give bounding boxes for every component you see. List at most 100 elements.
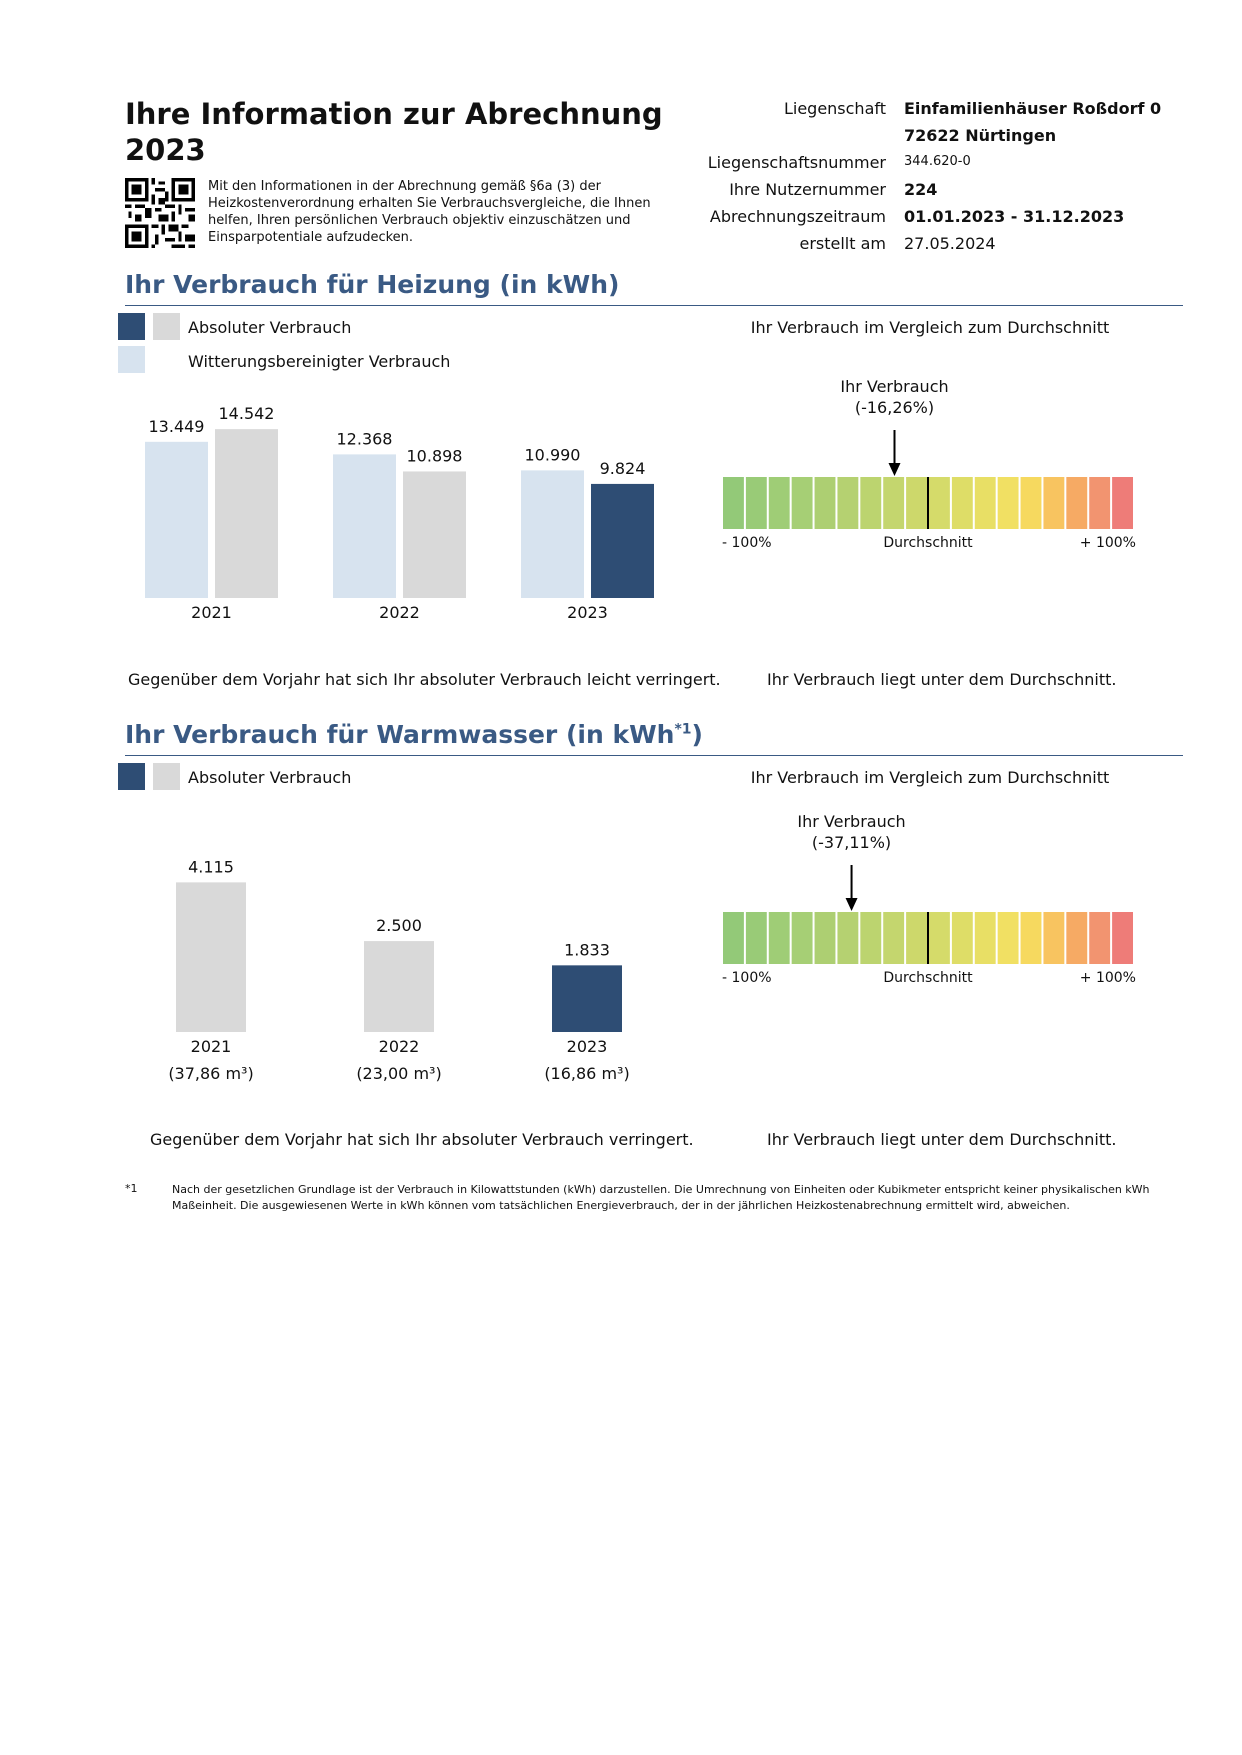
heating-gauge-segment [791,477,813,529]
water-gauge-segment [1112,912,1133,964]
heating-bar-2022-weather [333,454,396,598]
water-gauge-marker-label: Ihr Verbrauch [797,812,905,831]
heating-gauge-segment [745,477,767,529]
heating-bar-2023-absolute [591,483,654,598]
liegenschaftsnummer-label: Liegenschaftsnummer [707,153,886,172]
heating-legend-absolute: Absoluter Verbrauch [188,318,352,337]
water-gauge-segment [860,912,882,964]
heating-gauge-segment [1112,477,1133,529]
heating-gauge-mid-label: Durchschnitt [883,535,973,550]
water-gauge-min-label: - 100% [722,970,772,985]
erstellt-label: erstellt am [799,234,886,253]
heating-gauge-segment [768,477,790,529]
nutzernummer-label: Ihre Nutzernummer [729,180,886,199]
heating-compare-title: Ihr Verbrauch im Vergleich zum Durchschn… [750,318,1110,337]
heating-bar-2021-weather [145,441,208,598]
legend-swatch-weather [118,346,145,373]
heating-gauge-arrow-head [888,463,901,476]
water-category-label: 2021 [191,1037,232,1056]
heating-gauge-segment [814,477,836,529]
heating-gauge-segment [1066,477,1088,529]
liegenschaft-value: Einfamilienhäuser Roßdorf 0 [904,99,1162,118]
page-title: Ihre Information zur Abrechnung 2023 [125,96,685,168]
water-bar-2022 [364,941,434,1032]
heating-bar-chart: 13.449 14.542 2021 12.368 10.898 2022 10.990 9.… [115,380,685,644]
water-gauge-segment [1089,912,1111,964]
water-divider [125,755,1183,756]
water-title-text: Ihr Verbrauch für Warmwasser (in kWh [125,720,675,749]
heating-gauge-segment [883,477,905,529]
heating-gauge-segment [1043,477,1065,529]
abrechnungszeitraum-label: Abrechnungszeitraum [709,207,886,226]
water-category-label: 2022 [379,1037,420,1056]
water-legend-swatch-absolute [153,763,180,790]
heating-divider [125,305,1183,306]
legend-swatch-absolute [153,313,180,340]
water-bar-chart: 4.115 2021 (37,86 m³) 2.500 2022 (23,00 m³) 1.… [115,850,685,1094]
page-title-line1: Ihre Information zur Abrechnung [125,97,663,131]
heating-category-label: 2022 [379,603,420,622]
water-gauge-segment [837,912,859,964]
water-bar-value-label: 4.115 [188,857,234,876]
water-gauge: Ihr Verbrauch (-37,11%) - 100% Durchschnitt… [700,805,1160,989]
water-gauge-segment [814,912,836,964]
water-gauge-max-label: + 100% [1080,970,1136,985]
heating-gauge-min-label: - 100% [722,535,772,550]
water-section-title: Ihr Verbrauch für Warmwasser (in kWh*1) [125,720,703,749]
liegenschaftsnummer-value: 344.620-0 [904,154,971,169]
heating-bar-value-label: 10.898 [407,446,463,465]
heating-gauge-segment [1089,477,1111,529]
heating-gauge-segment [837,477,859,529]
water-gauge-segment [745,912,767,964]
water-volume-label: (23,00 m³) [356,1064,441,1083]
water-gauge-segment [1066,912,1088,964]
water-title-sup: *1 [674,721,692,738]
heating-bar-value-label: 13.449 [149,417,205,436]
water-compare-title: Ihr Verbrauch im Vergleich zum Durchschn… [750,768,1110,787]
heating-legend-weather: Witterungsbereinigter Verbrauch [188,352,451,371]
water-gauge-arrow-head [845,898,858,911]
heating-gauge: Ihr Verbrauch (-16,26%) - 100% Durchschnitt… [700,370,1160,554]
heating-summary-right: Ihr Verbrauch liegt unter dem Durchschni… [767,670,1117,689]
water-category-label: 2023 [567,1037,608,1056]
heating-gauge-max-label: + 100% [1080,535,1136,550]
liegenschaft-label: Liegenschaft [783,99,886,118]
qr-code-icon [125,178,195,248]
heating-gauge-segment [974,477,996,529]
heating-bar-2021-absolute [215,429,278,598]
heating-summary-left: Gegenüber dem Vorjahr hat sich Ihr absol… [128,670,721,689]
heating-gauge-segment [860,477,882,529]
heating-bar-value-label: 9.824 [600,459,646,478]
water-bar-value-label: 1.833 [564,940,610,959]
water-gauge-segment [1020,912,1042,964]
water-bar-value-label: 2.500 [376,916,422,935]
heating-gauge-segment [1020,477,1042,529]
heating-category-label: 2021 [191,603,232,622]
heating-bar-value-label: 10.990 [525,445,581,464]
heating-category-label: 2023 [567,603,608,622]
water-gauge-segment [791,912,813,964]
footnote-text: Nach der gesetzlichen Grundlage ist der … [172,1183,1150,1212]
heating-bar-value-label: 12.368 [337,429,393,448]
water-summary-right: Ihr Verbrauch liegt unter dem Durchschni… [767,1130,1117,1149]
heating-bar-2023-weather [521,470,584,598]
abrechnungszeitraum-value: 01.01.2023 - 31.12.2023 [904,207,1125,226]
water-legend-swatch-current [118,763,145,790]
water-volume-label: (37,86 m³) [168,1064,253,1083]
water-gauge-segment [997,912,1019,964]
liegenschaft-city: 72622 Nürtingen [904,126,1057,145]
water-bar-2023 [552,965,622,1032]
heating-gauge-segment [723,477,744,529]
water-gauge-segment [906,912,927,964]
heating-gauge-segment [997,477,1019,529]
heating-gauge-marker-label: Ihr Verbrauch [840,377,948,396]
heating-bar-value-label: 14.542 [219,404,275,423]
heating-gauge-segment [951,477,973,529]
water-legend-absolute: Absoluter Verbrauch [188,768,352,787]
heating-gauge-marker-value: (-16,26%) [855,398,934,417]
footnote-mark: *1 [125,1182,138,1195]
water-gauge-segment [929,912,950,964]
water-gauge-marker-value: (-37,11%) [812,833,891,852]
water-gauge-segment [883,912,905,964]
water-gauge-mid-label: Durchschnitt [883,970,973,985]
